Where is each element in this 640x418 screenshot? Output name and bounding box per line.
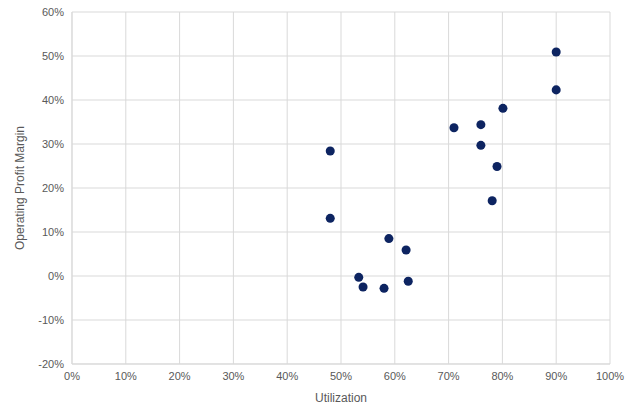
svg-text:-20%: -20% — [38, 358, 64, 370]
svg-text:Utilization: Utilization — [315, 391, 367, 405]
svg-text:20%: 20% — [42, 182, 64, 194]
svg-text:0%: 0% — [64, 370, 80, 382]
svg-text:10%: 10% — [115, 370, 137, 382]
svg-text:20%: 20% — [169, 370, 191, 382]
svg-text:10%: 10% — [42, 226, 64, 238]
svg-text:0%: 0% — [48, 270, 64, 282]
svg-text:100%: 100% — [596, 370, 624, 382]
svg-text:80%: 80% — [491, 370, 513, 382]
svg-text:60%: 60% — [42, 8, 64, 18]
svg-text:60%: 60% — [384, 370, 406, 382]
svg-text:40%: 40% — [276, 370, 298, 382]
svg-text:40%: 40% — [42, 94, 64, 106]
svg-text:70%: 70% — [438, 370, 460, 382]
svg-text:90%: 90% — [545, 370, 567, 382]
svg-text:30%: 30% — [222, 370, 244, 382]
svg-text:50%: 50% — [330, 370, 352, 382]
svg-text:50%: 50% — [42, 50, 64, 62]
svg-text:30%: 30% — [42, 138, 64, 150]
svg-text:-10%: -10% — [38, 314, 64, 326]
svg-text:Operating Profit Margin: Operating Profit Margin — [13, 126, 27, 250]
